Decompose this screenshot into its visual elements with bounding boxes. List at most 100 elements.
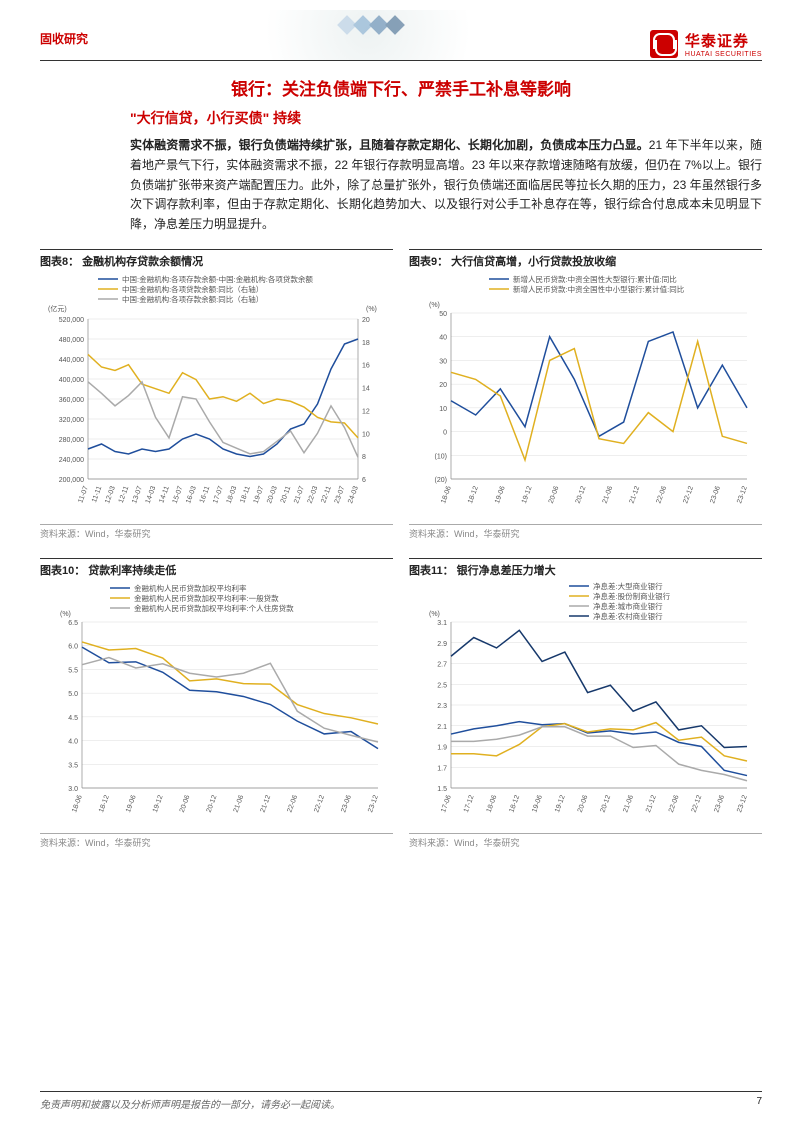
svg-text:2.9: 2.9 <box>437 641 447 648</box>
svg-text:(%): (%) <box>60 611 71 618</box>
logo-cn: 华泰证券 <box>685 30 762 51</box>
svg-text:18-03: 18-03 <box>226 485 239 504</box>
svg-text:新增人民币贷款:中资全国性中小型银行:累计值:同比: 新增人民币贷款:中资全国性中小型银行:累计值:同比 <box>513 284 685 294</box>
svg-text:4.5: 4.5 <box>68 715 78 722</box>
svg-text:(亿元): (亿元) <box>48 304 67 313</box>
svg-text:20-12: 20-12 <box>206 794 219 813</box>
svg-text:480,000: 480,000 <box>59 337 84 344</box>
svg-text:18: 18 <box>362 340 370 347</box>
svg-text:金融机构人民币贷款加权平均利率: 金融机构人民币贷款加权平均利率 <box>134 583 247 593</box>
svg-text:净息差:城市商业银行: 净息差:城市商业银行 <box>593 601 663 611</box>
svg-text:21-12: 21-12 <box>645 794 658 813</box>
svg-text:6.5: 6.5 <box>68 620 78 627</box>
svg-text:新增人民币贷款:中资全国性大型银行:累计值:同比: 新增人民币贷款:中资全国性大型银行:累计值:同比 <box>513 274 677 284</box>
svg-text:20-03: 20-03 <box>266 485 279 504</box>
svg-text:中国:金融机构:各项存款余额:同比（右轴）: 中国:金融机构:各项存款余额:同比（右轴） <box>122 294 263 304</box>
svg-text:20-06: 20-06 <box>548 485 561 504</box>
svg-text:16-11: 16-11 <box>199 485 212 504</box>
svg-text:18-06: 18-06 <box>486 794 499 813</box>
svg-text:40: 40 <box>439 335 447 342</box>
svg-text:(20): (20) <box>435 477 447 484</box>
report-category: 固收研究 <box>40 30 88 47</box>
chart10-svg: 金融机构人民币贷款加权平均利率金融机构人民币贷款加权平均利率:一般贷款金融机构人… <box>40 580 390 830</box>
svg-text:(10): (10) <box>435 453 447 460</box>
svg-text:中国:金融机构:各项贷款余额:同比（右轴）: 中国:金融机构:各项贷款余额:同比（右轴） <box>122 284 263 294</box>
svg-text:1.9: 1.9 <box>437 744 447 751</box>
svg-text:6: 6 <box>362 477 366 484</box>
svg-text:23-12: 23-12 <box>736 485 749 504</box>
svg-text:12: 12 <box>362 408 370 415</box>
svg-text:20-06: 20-06 <box>577 794 590 813</box>
page-number: 7 <box>756 1096 762 1111</box>
svg-text:22-06: 22-06 <box>668 794 681 813</box>
svg-text:19-06: 19-06 <box>494 485 507 504</box>
svg-text:20-12: 20-12 <box>575 485 588 504</box>
svg-text:4.0: 4.0 <box>68 739 78 746</box>
chart8-title: 图表8： 金融机构存贷款余额情况 <box>40 249 393 269</box>
svg-text:18-12: 18-12 <box>508 794 521 813</box>
svg-text:15-07: 15-07 <box>172 485 185 504</box>
svg-text:200,000: 200,000 <box>59 477 84 484</box>
chart9-svg: 新增人民币贷款:中资全国性大型银行:累计值:同比新增人民币贷款:中资全国性中小型… <box>409 271 759 521</box>
svg-text:23-12: 23-12 <box>736 794 749 813</box>
svg-text:10: 10 <box>362 431 370 438</box>
svg-text:50: 50 <box>439 311 447 318</box>
svg-text:22-12: 22-12 <box>682 485 695 504</box>
svg-text:23-06: 23-06 <box>709 485 722 504</box>
svg-text:22-06: 22-06 <box>655 485 668 504</box>
svg-text:19-06: 19-06 <box>125 794 138 813</box>
svg-text:24-03: 24-03 <box>347 485 360 504</box>
svg-text:19-12: 19-12 <box>152 794 165 813</box>
svg-text:21-12: 21-12 <box>260 794 273 813</box>
svg-text:240,000: 240,000 <box>59 457 84 464</box>
svg-text:17-06: 17-06 <box>440 794 453 813</box>
svg-text:5.0: 5.0 <box>68 691 78 698</box>
svg-text:19-06: 19-06 <box>531 794 544 813</box>
svg-text:22-12: 22-12 <box>313 794 326 813</box>
svg-text:400,000: 400,000 <box>59 377 84 384</box>
svg-text:金融机构人民币贷款加权平均利率:个人住房贷款: 金融机构人民币贷款加权平均利率:个人住房贷款 <box>134 603 294 613</box>
svg-text:14: 14 <box>362 386 370 393</box>
svg-text:19-12: 19-12 <box>521 485 534 504</box>
svg-text:3.1: 3.1 <box>437 620 447 627</box>
body-bold: 实体融资需求不振，银行负债端持续扩张，且随着存款定期化、长期化加剧，负债成本压力… <box>130 138 649 152</box>
svg-text:23-06: 23-06 <box>713 794 726 813</box>
svg-text:金融机构人民币贷款加权平均利率:一般贷款: 金融机构人民币贷款加权平均利率:一般贷款 <box>134 593 279 603</box>
svg-text:22-03: 22-03 <box>307 485 320 504</box>
section-title: 银行：关注负债端下行、严禁手工补息等影响 <box>40 75 762 100</box>
svg-text:18-06: 18-06 <box>440 485 453 504</box>
svg-text:360,000: 360,000 <box>59 397 84 404</box>
svg-text:0: 0 <box>443 430 447 437</box>
svg-text:14-11: 14-11 <box>158 485 171 504</box>
svg-text:23-07: 23-07 <box>334 485 347 504</box>
svg-text:14-03: 14-03 <box>145 485 158 504</box>
svg-text:2.7: 2.7 <box>437 661 447 668</box>
svg-text:12-03: 12-03 <box>104 485 117 504</box>
svg-text:20-11: 20-11 <box>280 485 293 504</box>
svg-text:净息差:农村商业银行: 净息差:农村商业银行 <box>593 611 663 621</box>
svg-text:1.7: 1.7 <box>437 765 447 772</box>
svg-text:16-03: 16-03 <box>185 485 198 504</box>
svg-text:22-06: 22-06 <box>286 794 299 813</box>
svg-text:18-12: 18-12 <box>98 794 111 813</box>
svg-text:1.5: 1.5 <box>437 786 447 793</box>
svg-text:2.3: 2.3 <box>437 703 447 710</box>
svg-text:12-11: 12-11 <box>118 485 131 504</box>
chart10-title: 图表10： 贷款利率持续走低 <box>40 558 393 578</box>
svg-text:20: 20 <box>439 382 447 389</box>
svg-text:20: 20 <box>362 317 370 324</box>
svg-text:2.5: 2.5 <box>437 682 447 689</box>
svg-text:21-06: 21-06 <box>622 794 635 813</box>
svg-text:23-06: 23-06 <box>340 794 353 813</box>
svg-text:21-07: 21-07 <box>293 485 306 504</box>
svg-text:13-07: 13-07 <box>131 485 144 504</box>
header-decoration <box>340 18 402 32</box>
svg-text:8: 8 <box>362 454 366 461</box>
subsection-title: "大行信贷，小行买债" 持续 <box>130 108 762 128</box>
chart11-title: 图表11： 银行净息差压力增大 <box>409 558 762 578</box>
footer-disclaimer: 免责声明和披露以及分析师声明是报告的一部分，请务必一起阅读。 <box>40 1096 340 1111</box>
svg-text:21-06: 21-06 <box>233 794 246 813</box>
svg-text:16: 16 <box>362 363 370 370</box>
logo-en: HUATAI SECURITIES <box>685 51 762 58</box>
chart8-svg: 中国:金融机构:各项存款余额-中国:金融机构:各项贷款余额中国:金融机构:各项贷… <box>40 271 390 521</box>
